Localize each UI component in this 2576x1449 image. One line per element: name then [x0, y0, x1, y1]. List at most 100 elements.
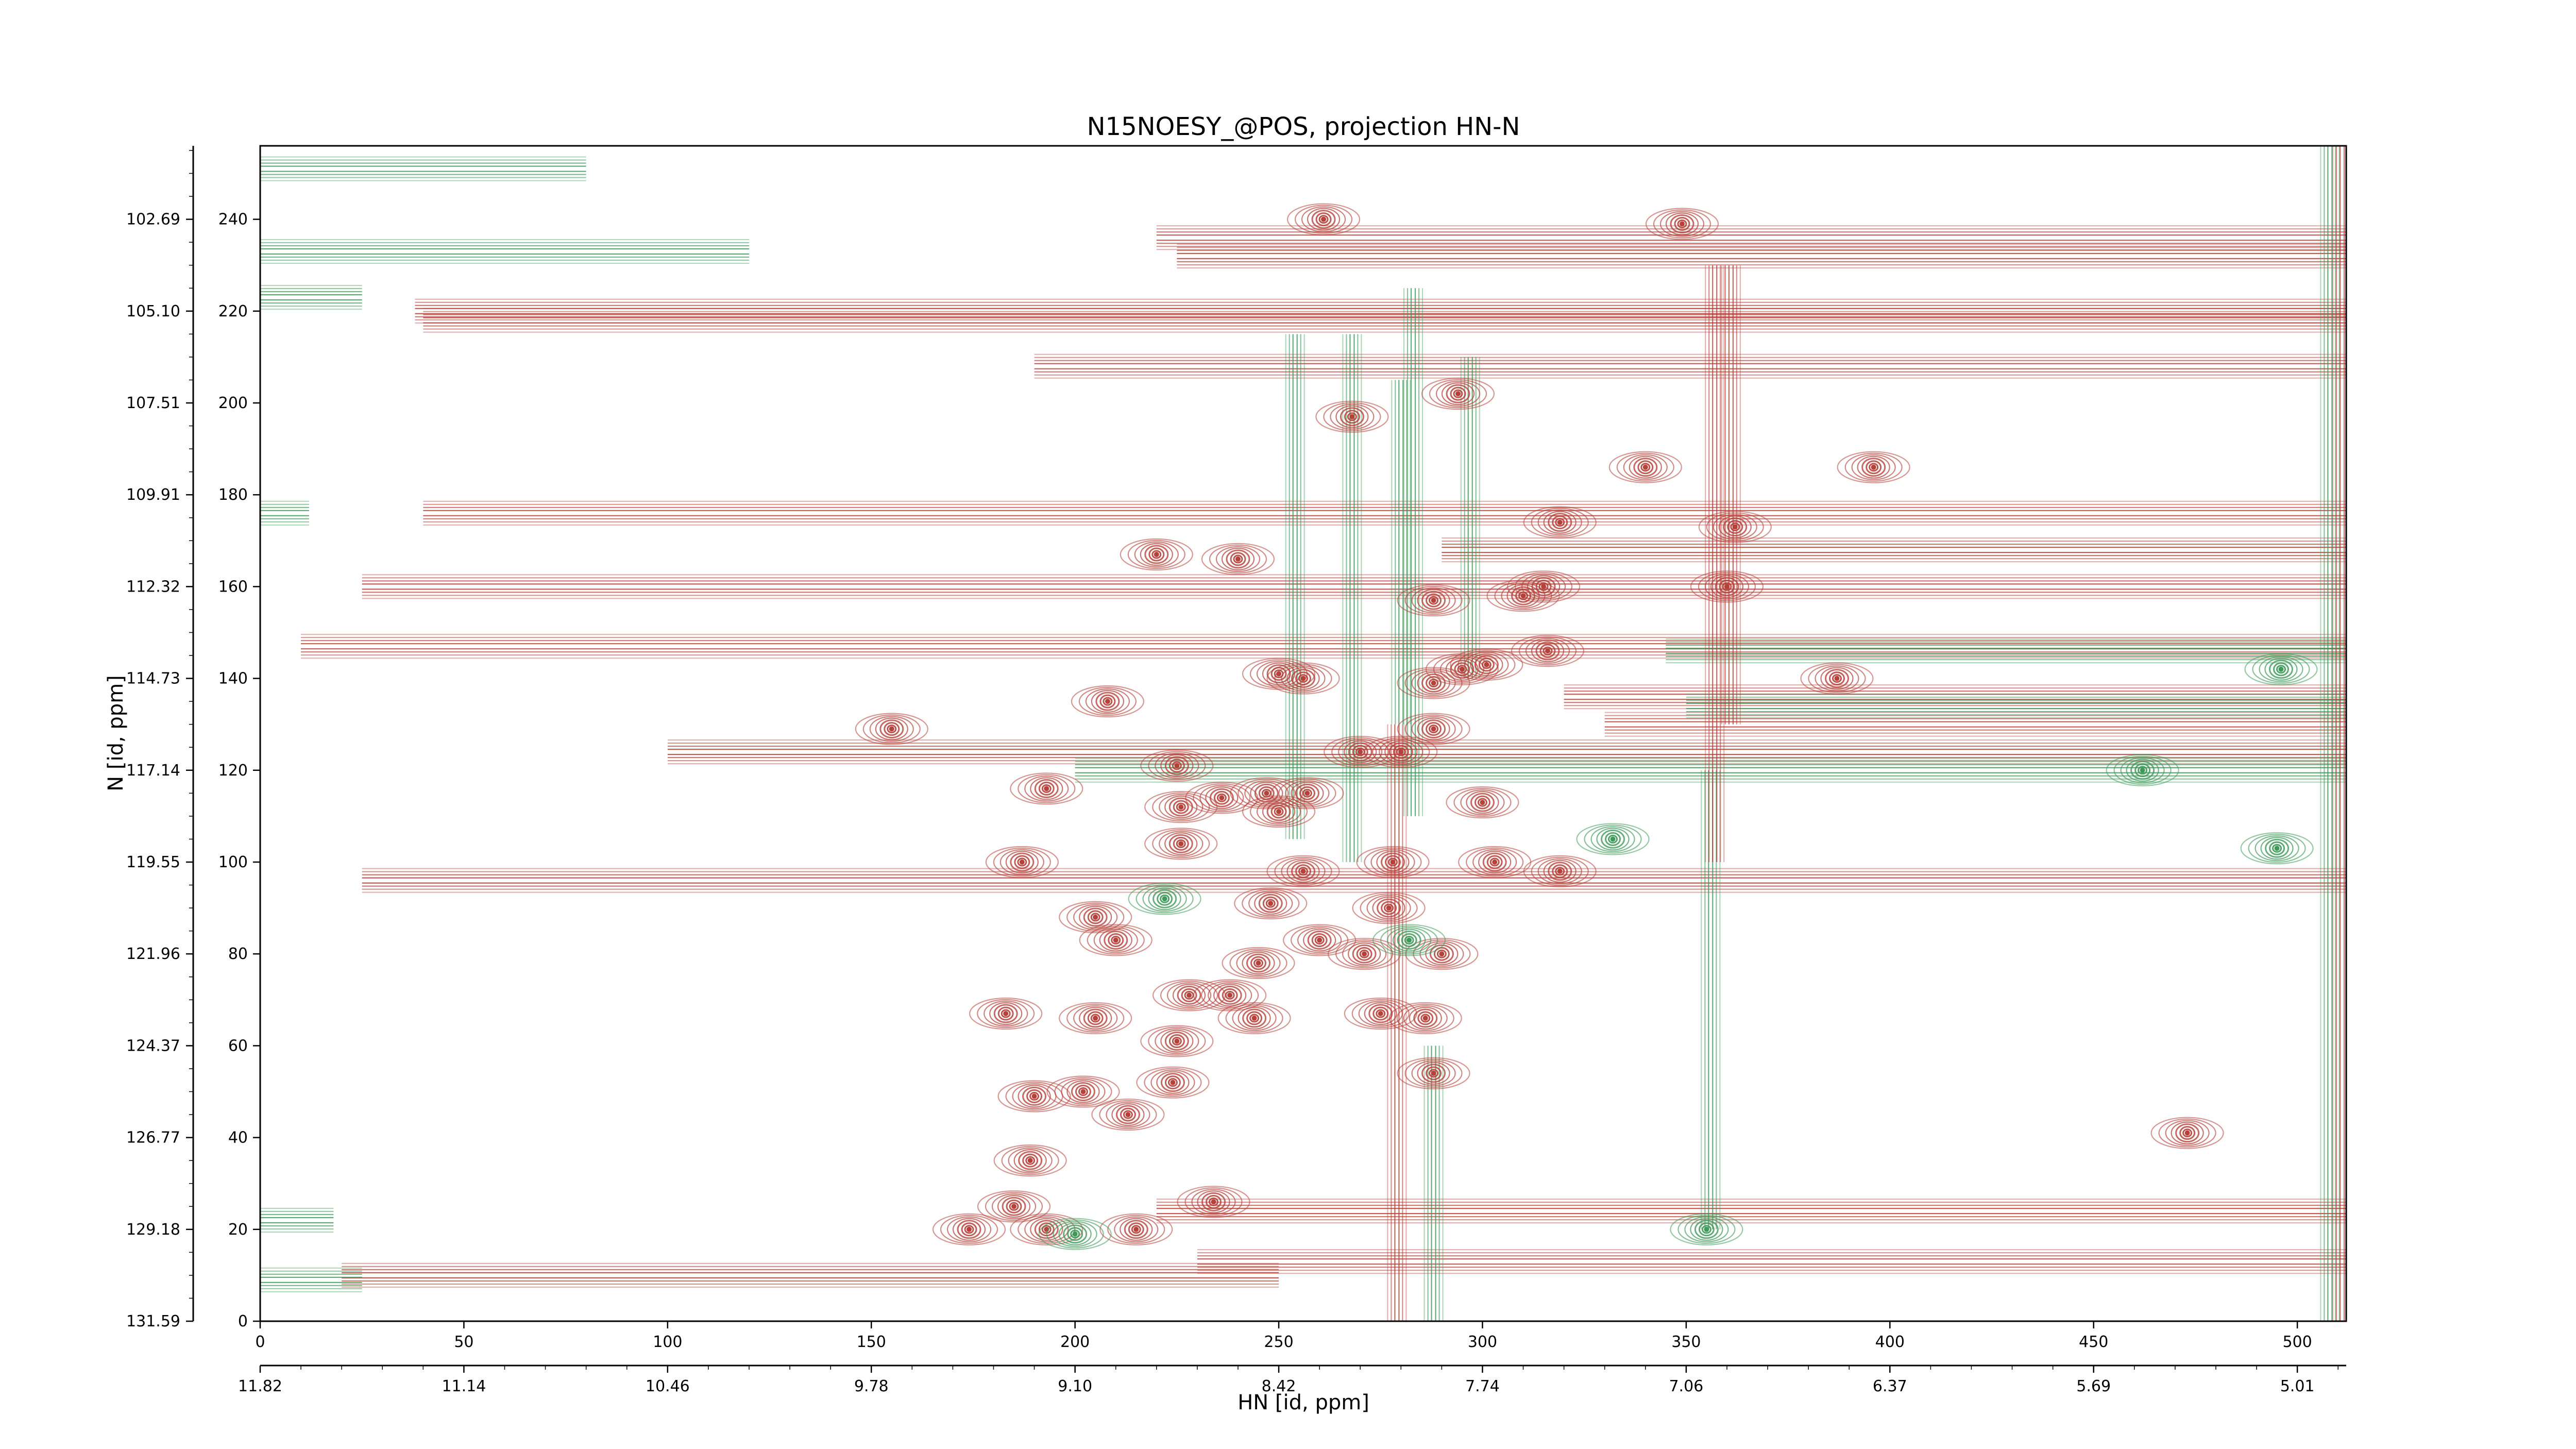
- contour-level: [1285, 780, 1330, 806]
- y-ppm-tick-label: 112.32: [126, 578, 180, 596]
- peak-center: [1431, 680, 1436, 686]
- contour-level: [1148, 1026, 1206, 1056]
- positive-peak: [1800, 662, 1874, 695]
- contour-level: [1555, 518, 1565, 527]
- positive-peak: [1266, 662, 1340, 695]
- negative-peak: [2240, 832, 2314, 865]
- contour-level: [999, 849, 1044, 875]
- contour-level: [1151, 550, 1162, 559]
- contour-level: [1254, 783, 1279, 803]
- peak-center: [1321, 216, 1327, 222]
- positive-peak: [1270, 777, 1344, 810]
- contour-level: [1474, 795, 1490, 810]
- contour-level: [1413, 1008, 1438, 1028]
- contour-ridge-line: [301, 634, 2346, 659]
- contour-ridge-line: [260, 1210, 334, 1230]
- positive-peak: [932, 1213, 1006, 1245]
- contour-level: [1166, 982, 1212, 1008]
- peak-center: [1031, 1093, 1037, 1099]
- contour-level: [1429, 379, 1487, 409]
- contour-level: [1307, 208, 1341, 231]
- x-ppm-tick-label: 8.42: [1262, 1377, 1296, 1395]
- contour-ridge-line: [1197, 1258, 2346, 1265]
- contour-level: [993, 1144, 1067, 1177]
- positive-peak: [1690, 570, 1764, 603]
- contour-level: [952, 1218, 986, 1241]
- x-tick-label: 350: [1671, 1333, 1701, 1351]
- contour-ridge-line: [667, 743, 2346, 762]
- peak-center: [1484, 662, 1489, 667]
- contour-level: [1404, 935, 1414, 945]
- contour-level: [1515, 588, 1532, 603]
- contour-level: [1820, 667, 1854, 690]
- contour-ridge-line: [260, 500, 309, 526]
- contour-level: [1555, 867, 1565, 876]
- contour-level: [1217, 985, 1242, 1005]
- contour-level: [1159, 831, 1204, 857]
- contour-level: [1722, 582, 1732, 591]
- contour-level: [1356, 947, 1372, 961]
- positive-peak: [997, 1080, 1071, 1113]
- contour-level: [1142, 886, 1187, 912]
- contour-level: [1450, 386, 1466, 401]
- contour-level: [1637, 460, 1654, 475]
- contour-level: [1311, 933, 1328, 947]
- peak-center: [1492, 859, 1498, 865]
- contour-level: [1281, 665, 1326, 692]
- peak-center: [1455, 391, 1461, 397]
- x-tick-label: 250: [1264, 1333, 1293, 1351]
- peak-center: [1174, 1038, 1180, 1044]
- contour-level: [1417, 671, 1450, 695]
- contour-level: [1368, 1004, 1393, 1023]
- contour-level: [1099, 929, 1132, 952]
- contour-ridge-line: [1177, 246, 2346, 265]
- contour-level: [1315, 212, 1332, 227]
- x-axis-index: 0 50 100 150 200 250 300 350 400 450 500: [255, 1321, 2312, 1351]
- peak-center: [1268, 901, 1274, 906]
- peak-center: [1422, 1015, 1428, 1021]
- contour-ridge: [260, 1207, 334, 1233]
- y-ppm-tick-label: 114.73: [126, 670, 180, 688]
- contour-column-line: [1724, 265, 1737, 724]
- positive-peak: [855, 713, 928, 745]
- contour-level: [1360, 893, 1418, 923]
- contour-column-line: [2324, 146, 2336, 1321]
- contour-column-line: [2327, 146, 2333, 1321]
- contour-level: [1029, 1091, 1040, 1101]
- contour-level: [2134, 763, 2151, 778]
- peak-center: [1080, 1089, 1086, 1094]
- contour-level: [940, 1215, 998, 1244]
- contour-level: [1518, 636, 1577, 666]
- peak-center: [1276, 808, 1282, 814]
- positive-peak: [985, 846, 1059, 879]
- contour-ridge-line: [1156, 231, 2346, 244]
- contour-level: [1034, 779, 1059, 798]
- peak-center: [1264, 790, 1269, 796]
- peak-center: [1390, 859, 1396, 865]
- contour-ridge-line: [1156, 228, 2346, 247]
- contour-level: [1616, 452, 1674, 482]
- contour-level: [1543, 860, 1577, 883]
- contour-ridge-line: [260, 248, 749, 255]
- x-tick-label: 0: [255, 1333, 265, 1351]
- contour-level: [1124, 1220, 1148, 1239]
- contour-level: [1397, 930, 1421, 950]
- contour-level: [1417, 589, 1450, 612]
- positive-peak: [1315, 400, 1389, 433]
- contour-level: [1379, 739, 1423, 765]
- contour-level: [997, 1006, 1014, 1021]
- plot-frame: [259, 145, 2347, 1322]
- contour-level: [1481, 660, 1492, 669]
- contour-level: [1417, 717, 1450, 740]
- contour-column-line: [1728, 265, 1734, 724]
- y-tick-label: 140: [218, 670, 248, 688]
- contour-level: [1201, 1192, 1226, 1211]
- contour-level: [1216, 793, 1227, 802]
- y-ppm-tick-label: 119.55: [126, 853, 180, 871]
- contour-ridge-line: [260, 510, 309, 516]
- peak-center: [1732, 524, 1738, 530]
- contour-level: [1071, 685, 1145, 718]
- contour-level: [2150, 1117, 2224, 1149]
- contour-level: [946, 1216, 992, 1242]
- peak-center: [1125, 1112, 1131, 1118]
